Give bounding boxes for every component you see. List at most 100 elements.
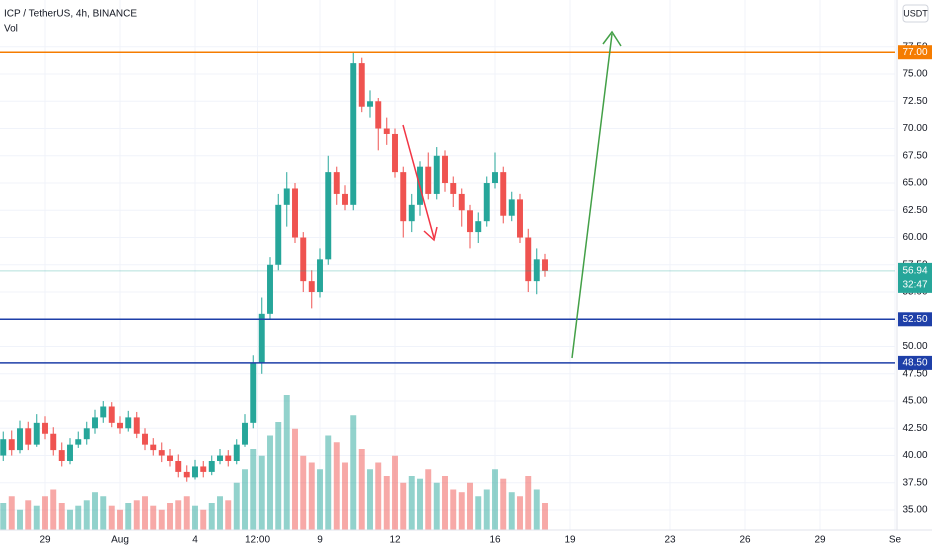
- candle-body: [208, 460, 215, 472]
- last-price-box: [898, 262, 932, 293]
- currency: USDT: [903, 8, 928, 18]
- volume-label: Vol: [4, 24, 18, 35]
- x-tick-label: 29: [814, 535, 826, 546]
- volume-bar: [508, 492, 515, 530]
- red-arrow: [402, 124, 435, 239]
- candle-body: [192, 466, 198, 478]
- red-arrow-head: [423, 226, 438, 242]
- candle-body: [408, 204, 415, 222]
- x-tick-label: 16: [489, 535, 501, 546]
- candle-body: [83, 428, 90, 440]
- candle-body: [375, 101, 382, 129]
- x-tick-label: 9: [317, 535, 323, 546]
- candle-body: [433, 155, 440, 194]
- green-arrow: [571, 33, 613, 359]
- y-tick-label: 65.00: [902, 178, 927, 189]
- volume-bar: [475, 496, 482, 530]
- volume-bar: [308, 462, 315, 530]
- y-tick-label: 50.00: [902, 341, 927, 352]
- axis-layer: 35.00 37.50 40.00 42.50 45.00 47.50 50.00 52.50…: [39, 41, 932, 546]
- volume-bar: [292, 428, 298, 530]
- volume-bar: [175, 500, 182, 530]
- x-tick-label: Se: [889, 535, 902, 546]
- candle-body: [217, 455, 223, 461]
- candle-body: [450, 183, 457, 194]
- volume-bar: [400, 482, 407, 530]
- volume-bar: [325, 435, 332, 530]
- y-tick-label: 67.50: [902, 150, 927, 161]
- candle-body: [117, 422, 123, 429]
- currency-box[interactable]: [902, 4, 929, 23]
- candle-body: [200, 466, 207, 472]
- candle-body: [425, 166, 432, 194]
- volume-bar: [33, 505, 40, 530]
- volume-bar: [167, 503, 173, 530]
- candle-body: [92, 417, 98, 429]
- level-label: 48.50: [902, 358, 927, 369]
- candle-body: [492, 172, 498, 184]
- volume-bar: [208, 503, 215, 530]
- volume-bar: [433, 482, 440, 530]
- candle-body: [150, 444, 157, 451]
- candle-body: [183, 471, 190, 478]
- candle-body: [350, 63, 357, 205]
- volume-bar: [108, 505, 115, 530]
- candle-body: [308, 281, 315, 293]
- volume-bar: [0, 503, 7, 530]
- candle-body: [333, 172, 340, 194]
- volume-bar: [450, 489, 457, 530]
- candle-body: [525, 237, 532, 282]
- y-tick-label: 70.00: [902, 123, 927, 134]
- volume-bar: [442, 476, 448, 530]
- volume-bar: [192, 505, 198, 530]
- volume-bar: [83, 500, 90, 530]
- candle-body: [400, 172, 407, 222]
- volume-bar: [258, 455, 265, 530]
- candle-body: [33, 422, 40, 445]
- volume-bar: [517, 496, 523, 530]
- candle-body: [17, 428, 23, 451]
- candle-body: [233, 444, 240, 461]
- volume-bar: [300, 455, 307, 530]
- volume-bar: [142, 496, 148, 530]
- level-label: 52.50: [902, 314, 927, 325]
- volume-bar: [125, 503, 132, 530]
- candle-body: [267, 264, 273, 314]
- candle-body: [8, 439, 15, 451]
- candle-body: [475, 221, 482, 233]
- volume-bar: [217, 496, 223, 530]
- volume-bar: [500, 478, 507, 530]
- candle-body: [392, 133, 398, 173]
- candle-body: [167, 455, 173, 461]
- y-tick-label: 37.50: [902, 477, 927, 488]
- volume-bar: [117, 509, 123, 530]
- candle-body: [383, 128, 390, 134]
- candle-body: [67, 444, 73, 461]
- volume-bar: [533, 489, 540, 530]
- candle-body: [283, 188, 290, 205]
- volume-bar: [17, 509, 23, 530]
- level-layer: [0, 51, 895, 364]
- candle-body: [458, 193, 465, 211]
- x-tick-label: 26: [739, 535, 751, 546]
- volume-bar: [525, 476, 532, 530]
- candle-body: [133, 417, 140, 434]
- candle-body: [542, 259, 548, 271]
- candle-body: [250, 362, 257, 423]
- volume-bar: [317, 469, 323, 530]
- candle-body: [275, 204, 282, 265]
- volume-bar: [150, 505, 157, 530]
- x-tick-label: 19: [564, 535, 576, 546]
- volume-bar: [467, 482, 473, 530]
- candle-body: [242, 422, 248, 445]
- candle-body: [508, 199, 515, 216]
- volume-bar: [458, 492, 465, 530]
- y-tick-label: 62.50: [902, 205, 927, 216]
- candle-body: [125, 417, 132, 429]
- volume-bar: [225, 500, 232, 530]
- volume-bar: [333, 442, 340, 530]
- candle-body: [225, 455, 232, 461]
- volume-bar: [383, 476, 390, 530]
- candle-body: [358, 63, 365, 107]
